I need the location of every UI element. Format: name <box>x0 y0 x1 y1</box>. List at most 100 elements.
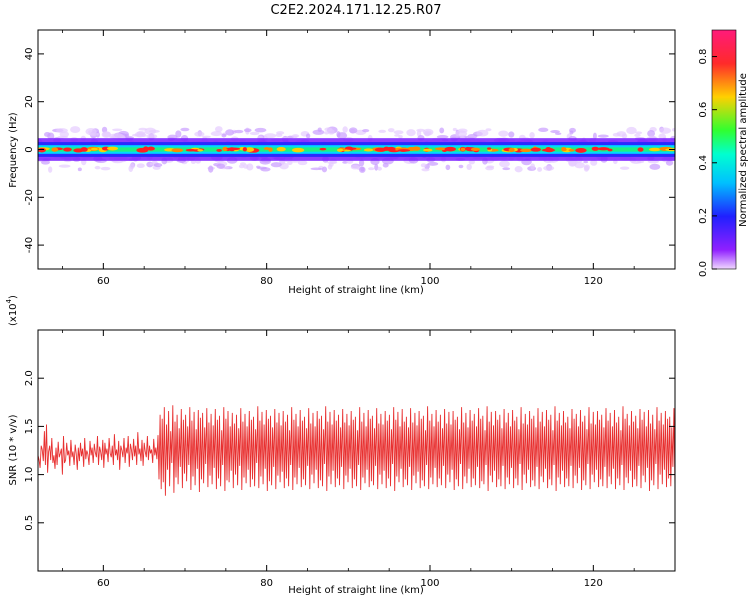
spectrogram-haze <box>498 130 509 137</box>
spectrogram-haze <box>190 159 196 164</box>
spectrogram-haze <box>592 132 597 140</box>
spectrogram-hotspot <box>319 147 327 151</box>
spectrogram-haze <box>131 133 140 137</box>
spectrogram-haze <box>467 133 478 139</box>
spectrogram-haze <box>208 165 214 173</box>
spectrogram-haze <box>538 127 549 133</box>
snr-frame <box>37 329 676 572</box>
spectrogram-haze <box>59 131 70 138</box>
spectrogram-haze <box>393 130 404 135</box>
spectrogram-hotspot <box>143 146 149 152</box>
spectrogram-haze <box>214 126 223 133</box>
spectrogram-hotspot <box>423 148 433 152</box>
snr-y-tick-label: 1.5 <box>24 418 35 434</box>
colorbar-tick-label: 0.6 <box>698 102 709 118</box>
spectrogram-hotspot <box>487 147 492 150</box>
spectrogram-hotspot <box>450 147 456 151</box>
spectrogram-y-tick-label: 0 <box>24 146 35 152</box>
spectrogram-haze <box>153 163 163 168</box>
spectrogram-hotspot <box>530 147 542 152</box>
spectrogram-haze <box>70 126 81 133</box>
chart-title: C2E2.2024.171.12.25.R07 <box>270 3 441 18</box>
spectrogram-haze <box>246 163 254 171</box>
spectrogram-haze <box>550 130 560 134</box>
spectrogram-haze <box>297 160 308 166</box>
colorbar-label: Normalized spectral amplitude <box>738 73 749 227</box>
spectrogram-haze <box>94 165 101 170</box>
spectrogram-haze <box>537 167 543 172</box>
spectrogram-haze <box>292 135 298 139</box>
snr-y-tick-label: 0.5 <box>24 515 35 531</box>
spectrogram-x-tick-label: 120 <box>584 276 603 287</box>
spectrogram-hotspot <box>246 149 252 152</box>
spectrogram-haze <box>202 135 211 138</box>
spectrogram-hotspot <box>648 147 661 152</box>
spectrogram-haze <box>486 165 495 169</box>
spectrogram-haze <box>270 162 282 168</box>
spectrogram-haze <box>264 133 277 139</box>
snr-x-tick-label: 120 <box>584 578 603 589</box>
spectrogram-haze <box>374 163 379 171</box>
spectrogram-haze <box>499 160 510 168</box>
svg-text:(x104): (x104) <box>5 295 19 326</box>
spectrogram-haze <box>138 127 148 131</box>
colorbar-tick-label: 0.8 <box>698 49 709 65</box>
spectrogram-haze <box>406 129 416 137</box>
spectrogram-haze <box>508 131 515 138</box>
spectrogram-haze <box>129 163 135 170</box>
spectrogram-haze <box>358 166 366 173</box>
spectrogram-haze <box>422 128 434 136</box>
spectrogram-y-tick-label: 20 <box>24 95 35 108</box>
spectrogram-hotspot <box>38 148 46 153</box>
snr-x-tick-label: 80 <box>260 578 273 589</box>
spectrogram-hotspot <box>185 148 196 152</box>
spectrogram-hotspot <box>276 147 286 152</box>
spectrogram-hotspot <box>222 146 229 152</box>
snr-multiplier-exp: 4 <box>5 298 13 303</box>
spectrogram-haze <box>358 159 365 167</box>
spectrogram-hotspot <box>229 147 235 151</box>
spectrogram-y-ticks: -40 -20 0 20 40 <box>24 48 675 253</box>
spectrogram-x-tick-label: 100 <box>420 276 439 287</box>
snr-multiplier: (x104) <box>5 295 19 326</box>
spectrogram-hotspot <box>397 149 411 152</box>
spectrogram-panel: 60 80 100 120 -40 -20 0 20 40 Height of straigh… <box>8 29 676 296</box>
spectrogram-haze <box>77 167 82 172</box>
spectrogram-hotspot <box>90 147 99 151</box>
colorbar-ticks: 0.0 0.2 0.4 0.6 0.8 <box>698 49 717 277</box>
spectrogram-haze <box>476 129 489 137</box>
colorbar-gradient <box>711 29 737 270</box>
spectrogram-haze <box>378 129 387 133</box>
spectrogram-haze <box>466 163 472 171</box>
spectrogram-haze <box>394 134 400 137</box>
snr-multiplier-base: (x10 <box>8 303 19 326</box>
spectrogram-haze <box>590 159 598 166</box>
spectrogram-haze <box>260 167 271 172</box>
spectrogram-hotspot <box>465 146 470 151</box>
spectrogram-haze <box>502 167 511 171</box>
spectrogram-haze <box>146 134 158 139</box>
spectrogram-haze <box>310 167 323 171</box>
snr-y-tick-label: 1.0 <box>24 467 35 483</box>
spectrogram-haze <box>112 128 123 132</box>
spectrogram-haze <box>569 130 574 135</box>
spectrogram-haze <box>665 160 674 166</box>
spectrogram-haze <box>243 164 249 169</box>
spectrogram-hotspot <box>80 147 88 152</box>
spectrogram-hotspot <box>508 147 515 153</box>
spectrogram-hotspot <box>147 146 154 151</box>
snr-y-axis-label: SNR (10 * v/v) <box>8 414 19 485</box>
spectrogram-hotspot <box>292 147 305 153</box>
spectrogram-hotspot <box>597 147 610 151</box>
spectrogram-haze <box>457 128 468 133</box>
spectrogram-haze <box>634 133 641 138</box>
snr-x-axis-label: Height of straight line (km) <box>288 585 424 596</box>
spectrogram-haze <box>612 132 621 137</box>
spectrogram-hotspot <box>591 146 599 151</box>
spectrogram-haze <box>233 129 244 134</box>
spectrogram-haze <box>635 131 643 135</box>
snr-x-tick-label: 100 <box>420 578 439 589</box>
spectrogram-hotspot <box>637 147 644 152</box>
colorbar-tick-label: 0.2 <box>698 208 709 224</box>
